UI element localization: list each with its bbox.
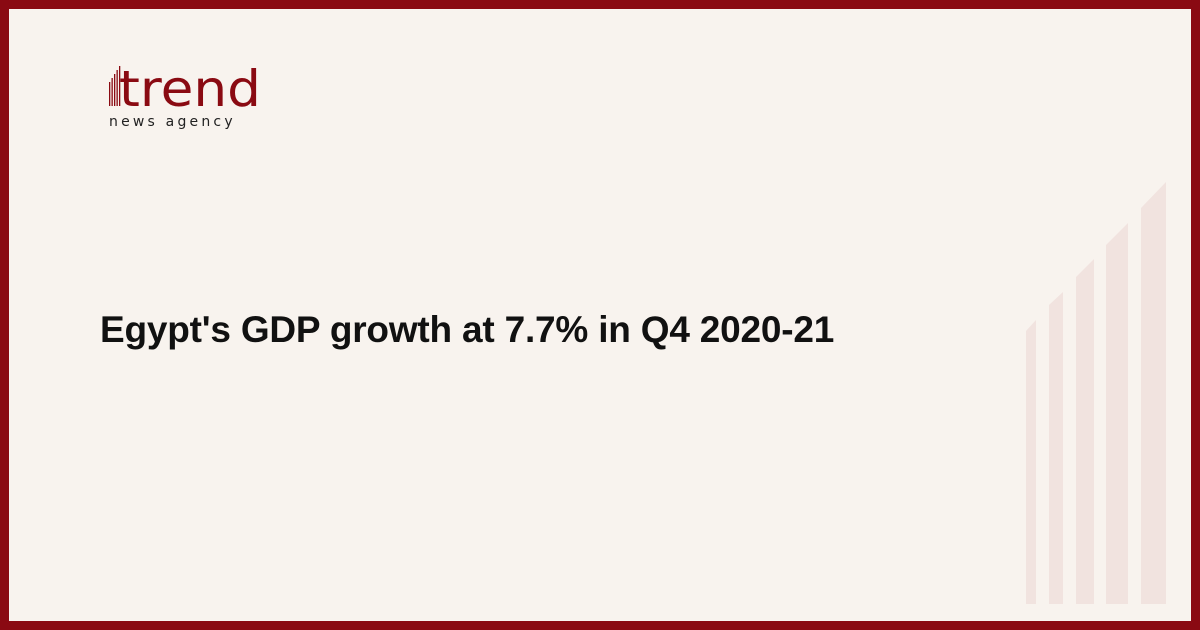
svg-text:trend: trend	[119, 60, 261, 118]
deco-bar	[1141, 182, 1166, 604]
deco-bar	[1106, 223, 1128, 604]
decorative-bars	[1026, 182, 1166, 604]
deco-bar	[1076, 259, 1094, 604]
deco-bar	[1026, 320, 1036, 604]
headline: Egypt's GDP growth at 7.7% in Q4 2020-21	[100, 309, 835, 350]
trend-logo: trend news agency	[109, 60, 261, 130]
deco-bar	[1049, 292, 1063, 604]
logo-stripes-icon	[109, 66, 121, 106]
svg-text:news agency: news agency	[109, 114, 236, 130]
